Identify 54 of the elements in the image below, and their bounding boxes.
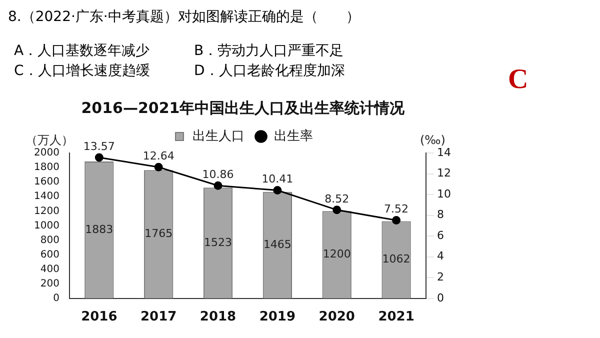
data-label: 10.86 xyxy=(202,168,234,181)
y-tick-label: 1600 xyxy=(34,176,60,188)
y2-tick-label: 14 xyxy=(437,146,452,159)
x-tick-label: 2019 xyxy=(259,310,296,325)
legend-label: 出生率 xyxy=(274,128,313,144)
y-axis-title: （万人） xyxy=(25,133,74,148)
y-tick-label: 1200 xyxy=(34,206,60,217)
data-label: 12.64 xyxy=(142,149,174,162)
point xyxy=(273,186,282,195)
text: D．人口老龄化程度加深 xyxy=(194,62,345,80)
x-tick-label: 2021 xyxy=(378,310,414,325)
x-tick-label: 2020 xyxy=(318,310,355,325)
point xyxy=(392,216,401,225)
y2-tick-label: 0 xyxy=(437,291,444,304)
text: 8.（2022·广东·中考真题）对如图解读正确的是（ ） xyxy=(8,8,360,26)
point xyxy=(154,162,163,172)
data-label: 1765 xyxy=(144,227,173,240)
text: A．人口基数逐年减少 xyxy=(14,42,150,60)
x-tick-label: 2016 xyxy=(81,310,118,325)
data-label: 1883 xyxy=(85,222,114,236)
y2-tick-label: 12 xyxy=(437,166,452,180)
y-tick-label: 400 xyxy=(40,264,60,275)
y2-tick-label: 10 xyxy=(437,187,452,200)
text: C．人口增长速度趋缓 xyxy=(14,62,150,80)
point xyxy=(214,181,222,190)
data-label: 13.57 xyxy=(83,140,115,153)
point xyxy=(332,206,342,214)
y-tick-label: 1000 xyxy=(34,220,60,232)
y2-tick-label: 8 xyxy=(437,208,444,222)
y2-tick-label: 4 xyxy=(437,250,444,263)
y-tick-label: 0 xyxy=(53,292,60,304)
x-tick-label: 2017 xyxy=(140,310,177,325)
y-tick-label: 1800 xyxy=(34,162,60,174)
data-label: 1465 xyxy=(263,238,292,252)
y-tick-label: 200 xyxy=(40,278,60,290)
data-label: 1062 xyxy=(382,252,410,266)
y-tick-label: 600 xyxy=(40,249,60,260)
data-label: 1523 xyxy=(204,236,232,249)
data-label: 1200 xyxy=(322,248,351,261)
point xyxy=(94,153,104,162)
y2-tick-label: 2 xyxy=(437,270,444,284)
y2-axis-title: (‰) xyxy=(420,133,446,148)
legend-label: 出生人口 xyxy=(192,128,244,144)
text: C xyxy=(508,64,528,96)
y-tick-label: 1400 xyxy=(34,191,60,202)
x-tick-label: 2018 xyxy=(200,310,236,325)
text: B．劳动力人口严重不足 xyxy=(194,42,344,60)
y-tick-label: 2000 xyxy=(34,148,60,159)
chart-title: 2016—2021年中国出生人口及出生率统计情况 xyxy=(81,98,406,117)
y-tick-label: 800 xyxy=(40,234,60,246)
data-label: 8.52 xyxy=(324,192,350,206)
y2-tick-label: 6 xyxy=(437,228,444,242)
data-label: 10.41 xyxy=(262,172,294,186)
data-label: 7.52 xyxy=(384,202,409,216)
